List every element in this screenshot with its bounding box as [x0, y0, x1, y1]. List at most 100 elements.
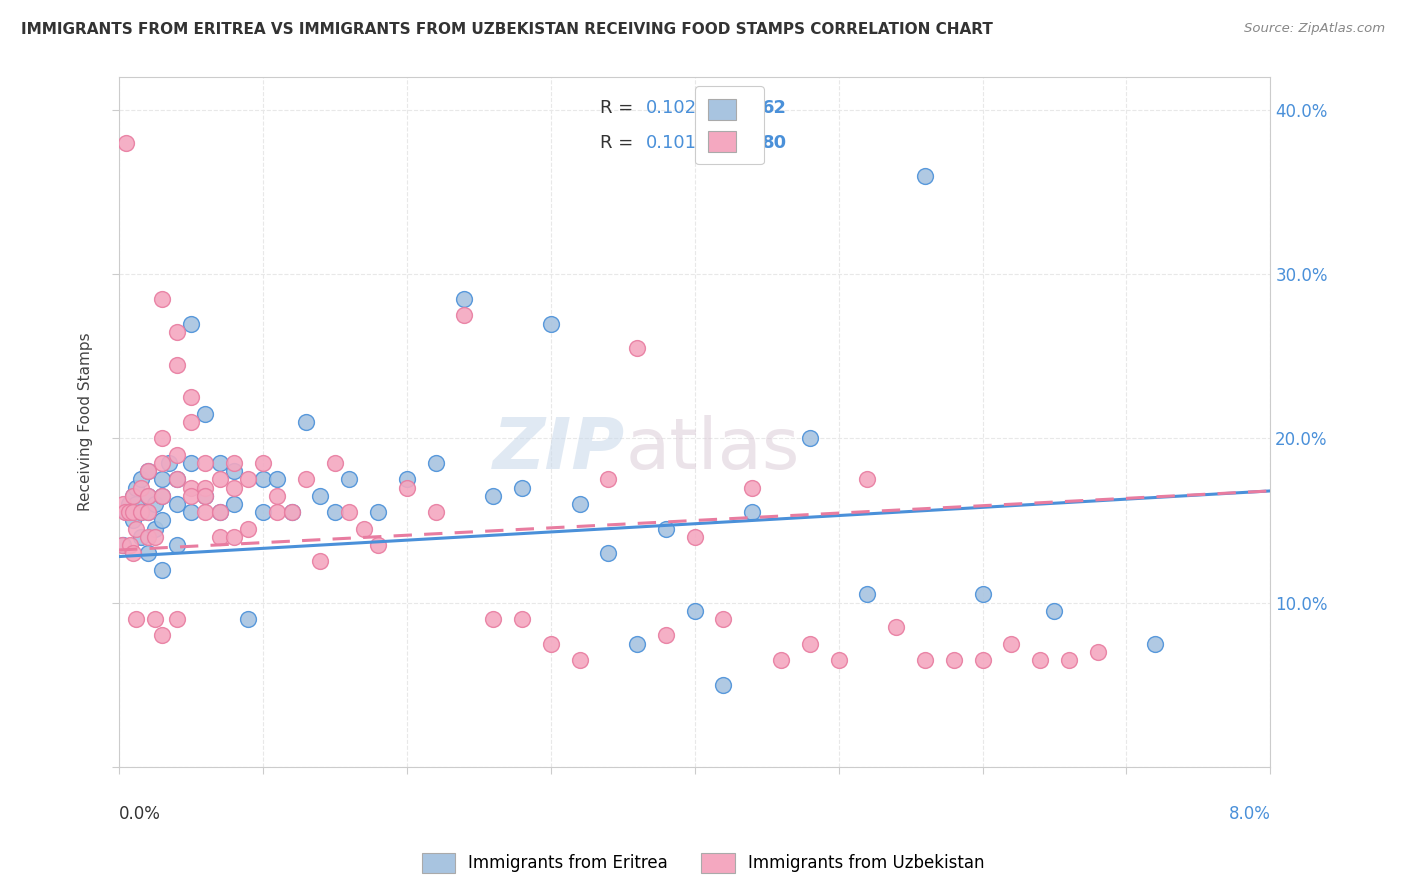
Point: [120, 538, 142, 552]
Point: [143, 522, 166, 536]
Point: [942, 653, 965, 667]
Text: R =: R =: [600, 134, 640, 152]
Point: [208, 505, 231, 519]
Point: [827, 653, 849, 667]
Point: [208, 530, 231, 544]
Point: [1043, 604, 1066, 618]
Point: [713, 677, 735, 691]
Point: [1029, 653, 1052, 667]
Point: [799, 636, 821, 650]
Text: 0.102: 0.102: [647, 99, 697, 118]
Point: [115, 136, 138, 150]
Point: [166, 472, 188, 486]
Point: [194, 489, 217, 503]
Point: [166, 497, 188, 511]
Point: [150, 628, 173, 642]
Point: [111, 538, 134, 552]
Point: [180, 481, 202, 495]
Point: [143, 530, 166, 544]
Y-axis label: Receiving Food Stamps: Receiving Food Stamps: [79, 333, 93, 511]
Point: [122, 489, 145, 503]
Point: [125, 481, 148, 495]
Point: [540, 317, 562, 331]
Point: [136, 505, 159, 519]
Text: IMMIGRANTS FROM ERITREA VS IMMIGRANTS FROM UZBEKISTAN RECEIVING FOOD STAMPS CORR: IMMIGRANTS FROM ERITREA VS IMMIGRANTS FR…: [21, 22, 993, 37]
Point: [150, 456, 173, 470]
Point: [180, 415, 202, 429]
Point: [150, 489, 173, 503]
Text: 80: 80: [762, 134, 786, 152]
Point: [266, 505, 288, 519]
Point: [238, 612, 260, 626]
Point: [118, 505, 141, 519]
Point: [395, 472, 418, 486]
Point: [309, 554, 332, 568]
Legend: Immigrants from Eritrea, Immigrants from Uzbekistan: Immigrants from Eritrea, Immigrants from…: [415, 847, 991, 880]
Point: [129, 505, 152, 519]
Point: [598, 546, 620, 560]
Point: [856, 472, 879, 486]
Text: N =: N =: [702, 99, 754, 118]
Point: [1057, 653, 1080, 667]
Point: [125, 497, 148, 511]
Point: [194, 407, 217, 421]
Point: [683, 530, 706, 544]
Point: [129, 481, 152, 495]
Point: [510, 481, 533, 495]
Point: [194, 456, 217, 470]
Point: [337, 472, 360, 486]
Text: 62: 62: [762, 99, 786, 118]
Point: [280, 505, 302, 519]
Point: [252, 456, 274, 470]
Point: [626, 341, 648, 355]
Point: [972, 587, 994, 601]
Point: [425, 505, 447, 519]
Point: [180, 505, 202, 519]
Point: [136, 464, 159, 478]
Point: [323, 456, 346, 470]
Point: [150, 513, 173, 527]
Point: [799, 432, 821, 446]
Point: [122, 546, 145, 560]
Point: [655, 522, 678, 536]
Point: [295, 472, 318, 486]
Point: [395, 481, 418, 495]
Point: [266, 472, 288, 486]
Point: [143, 612, 166, 626]
Text: 0.0%: 0.0%: [120, 805, 160, 823]
Point: [166, 612, 188, 626]
Point: [266, 489, 288, 503]
Point: [510, 612, 533, 626]
Point: [208, 472, 231, 486]
Text: 0.101: 0.101: [647, 134, 697, 152]
Point: [568, 653, 591, 667]
Point: [150, 563, 173, 577]
Point: [856, 587, 879, 601]
Point: [122, 513, 145, 527]
Point: [136, 489, 159, 503]
Point: [353, 522, 375, 536]
Point: [367, 538, 389, 552]
Point: [129, 472, 152, 486]
Point: [166, 448, 188, 462]
Point: [655, 628, 678, 642]
Point: [180, 456, 202, 470]
Text: R =: R =: [600, 99, 640, 118]
Text: ZIP: ZIP: [494, 415, 626, 484]
Point: [224, 497, 246, 511]
Point: [136, 546, 159, 560]
Point: [194, 505, 217, 519]
Point: [150, 432, 173, 446]
Text: 8.0%: 8.0%: [1229, 805, 1271, 823]
Point: [125, 612, 148, 626]
Point: [136, 530, 159, 544]
Point: [367, 505, 389, 519]
Point: [224, 456, 246, 470]
Point: [568, 497, 591, 511]
Point: [295, 415, 318, 429]
Point: [741, 505, 763, 519]
Text: atlas: atlas: [626, 415, 800, 484]
Point: [157, 456, 180, 470]
Text: N =: N =: [702, 134, 754, 152]
Point: [482, 612, 505, 626]
